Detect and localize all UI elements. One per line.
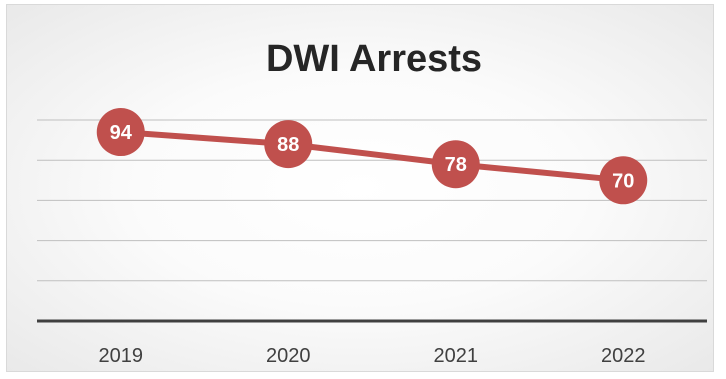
series-line	[117, 129, 627, 184]
data-point	[431, 140, 480, 189]
gridlines	[37, 119, 707, 282]
x-tick-label: 2021	[434, 345, 479, 367]
data-label: 78	[445, 154, 467, 176]
x-tick-label: 2019	[99, 345, 144, 367]
x-axis: 2019 2020 2021 2022	[37, 319, 707, 367]
chart-title: DWI Arrests	[266, 38, 482, 80]
data-label: 88	[277, 134, 299, 156]
data-label: 94	[110, 122, 133, 144]
x-tick-label: 2022	[601, 345, 646, 367]
chart-container: DWI Arrests 2019 2020 2021 2022 94 88 78 70	[6, 4, 714, 372]
data-label: 70	[612, 170, 634, 192]
line-chart: DWI Arrests 2019 2020 2021 2022 94 88 78 70	[37, 38, 707, 367]
series	[96, 108, 648, 205]
data-point	[599, 156, 648, 205]
x-tick-label: 2020	[266, 345, 311, 367]
data-labels: 94 88 78 70	[110, 122, 635, 192]
data-point	[96, 108, 145, 157]
data-point	[264, 120, 313, 169]
